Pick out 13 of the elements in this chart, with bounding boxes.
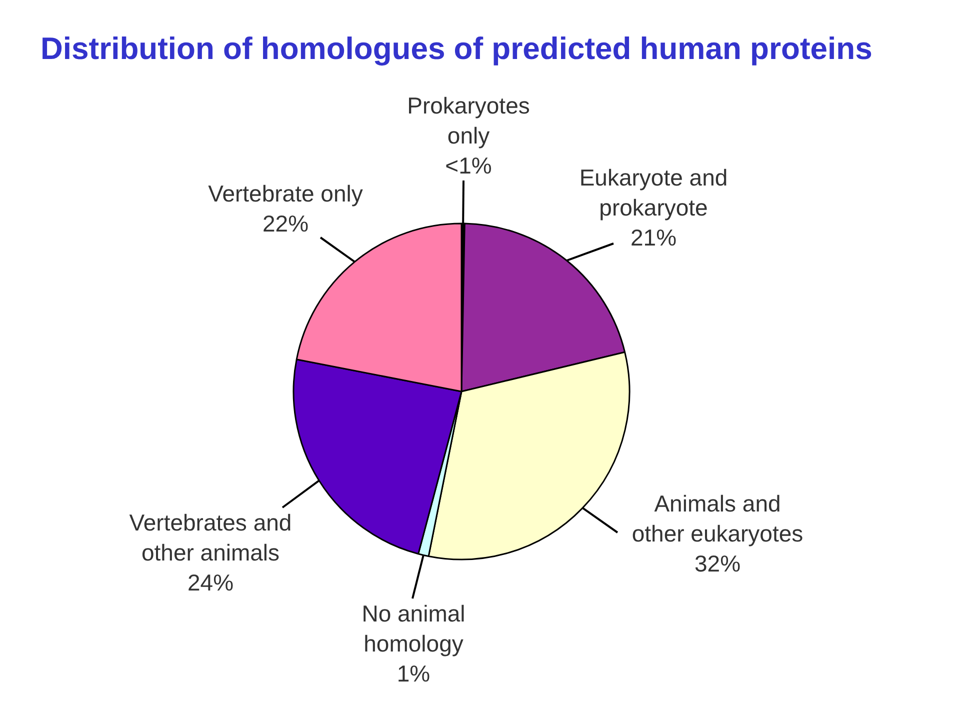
slice-label: Eukaryote and prokaryote bbox=[579, 164, 728, 220]
slice-label: Prokaryotes only bbox=[407, 92, 530, 148]
data-label: 24% bbox=[187, 570, 234, 596]
data-label: 21% bbox=[630, 224, 677, 250]
slice-label: No animal homology bbox=[362, 600, 466, 656]
chart-title: Distribution of homologues of predicted human proteins bbox=[40, 31, 872, 66]
data-label: 22% bbox=[262, 210, 309, 236]
slice-label: Animals and other eukaryotes bbox=[632, 490, 804, 546]
data-label: 1% bbox=[396, 660, 430, 686]
data-label: 32% bbox=[694, 550, 741, 576]
slice-label: Vertebrate only bbox=[208, 180, 364, 206]
data-label: <1% bbox=[445, 152, 492, 178]
slice-label: Vertebrates and other animals bbox=[129, 510, 292, 566]
